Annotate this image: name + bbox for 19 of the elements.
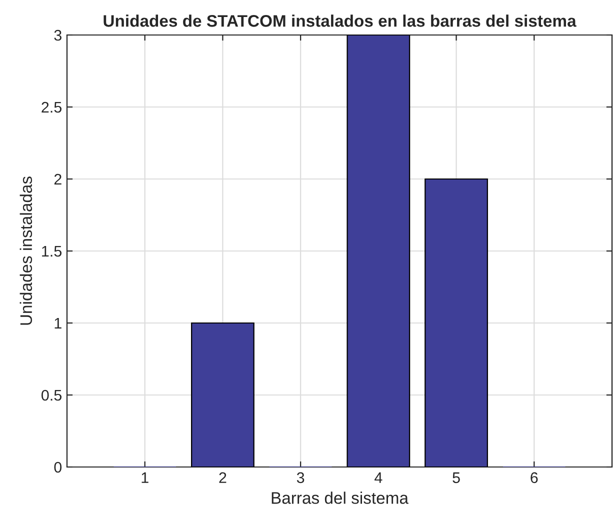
x-tick-label: 6 (530, 472, 538, 484)
y-tick-label: 1 (54, 318, 62, 329)
bar (191, 322, 254, 467)
bar (346, 35, 410, 467)
y-tick-label: 3 (54, 30, 62, 41)
y-axis-title: Unidades instaladas (20, 176, 32, 325)
x-tick-label: 4 (374, 472, 382, 483)
chart-title: Unidades de STATCOM instalados en las barras del sistema (104, 14, 576, 27)
bar (424, 178, 488, 467)
x-tick-label: 5 (452, 472, 460, 484)
y-tick-label: 0 (54, 462, 62, 473)
y-tick-label: 2.5 (42, 102, 62, 113)
x-axis-title: Barras del sistema (272, 492, 409, 504)
x-tick-label: 3 (296, 472, 304, 484)
y-tick-label: 2 (54, 174, 62, 185)
y-tick-label: 0.5 (42, 390, 62, 401)
x-tick-label: 1 (142, 472, 148, 483)
y-tick-label: 1.5 (42, 246, 62, 257)
x-tick-label: 2 (219, 472, 226, 483)
